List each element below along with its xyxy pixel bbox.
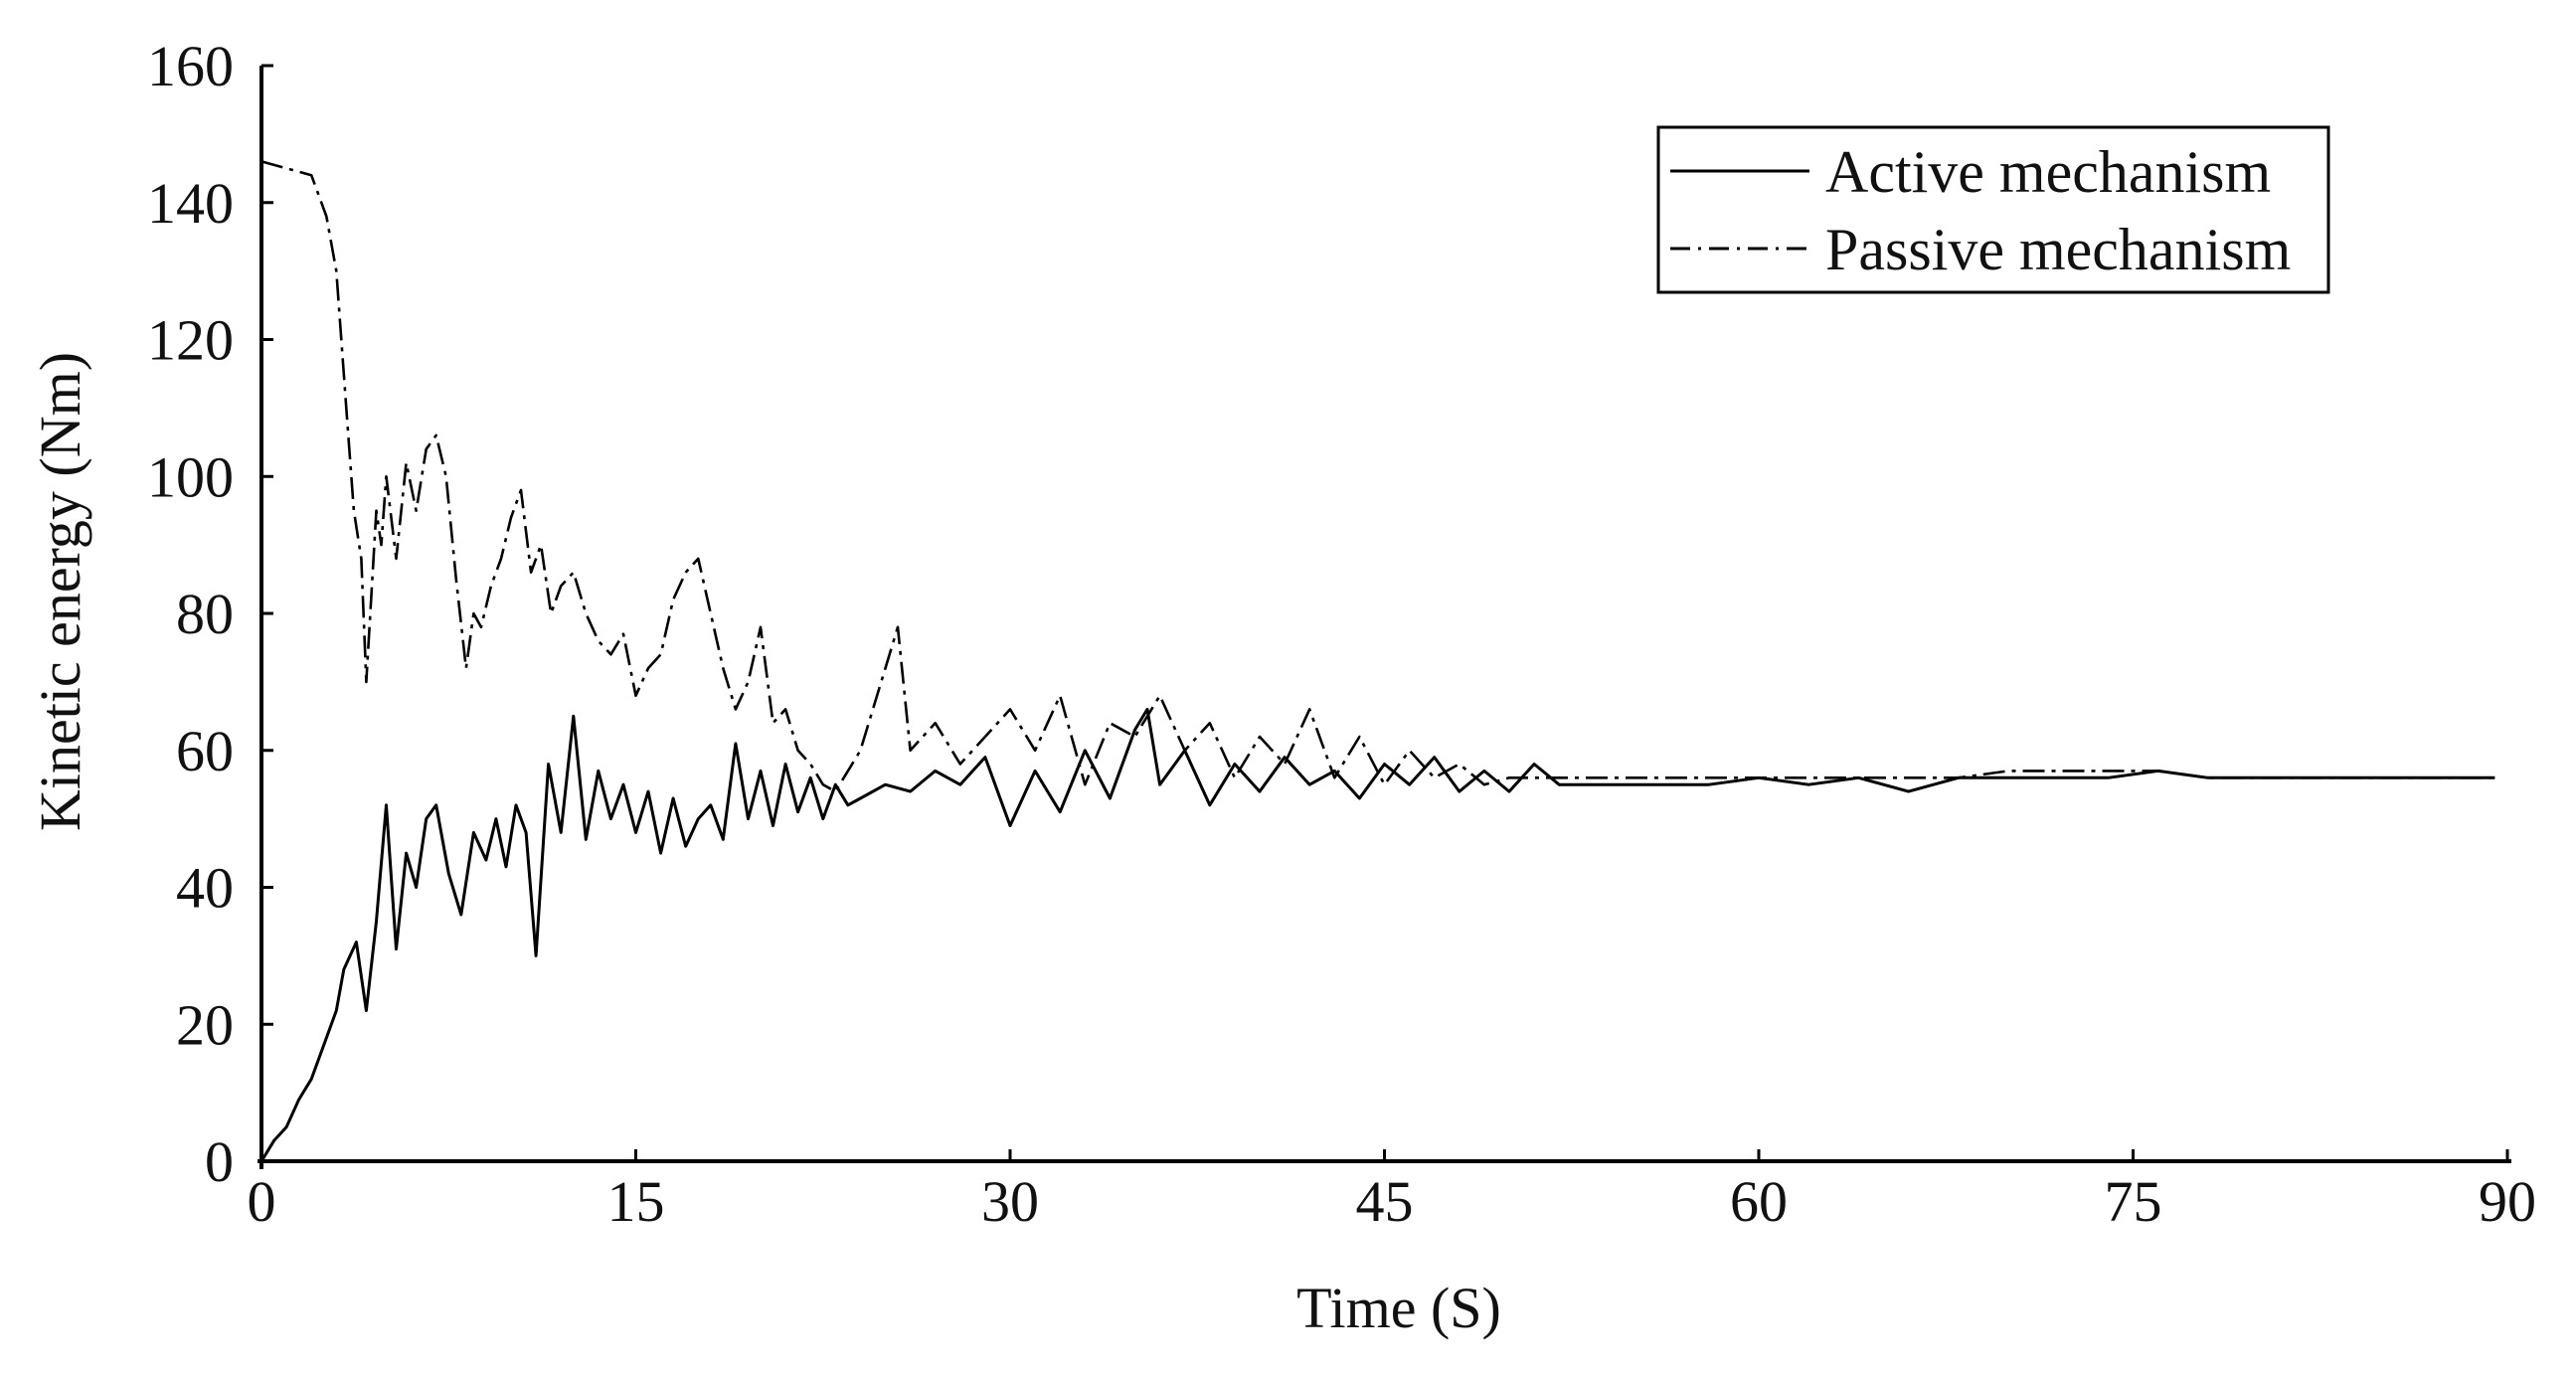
series-line-passive: [260, 160, 2495, 793]
legend-box: [1656, 125, 2330, 294]
x-tick-label: 45: [1356, 1169, 1414, 1234]
y-tick-label: 160: [147, 34, 234, 98]
x-tick-label: 0: [248, 1169, 276, 1234]
y-tick-label: 40: [176, 856, 234, 921]
y-axis-title: Kinetic energy (Nm): [28, 352, 92, 831]
x-ticks: 0 15 30 45 60 75 90: [248, 1149, 2536, 1234]
series-line-active: [259, 707, 2495, 1162]
y-tick-label: 140: [147, 171, 234, 236]
y-tick-label: 100: [147, 444, 234, 509]
x-tick-label: 30: [981, 1169, 1039, 1234]
legend: Active mechanism Passive mechanism: [1656, 125, 2330, 294]
y-tick-label: 120: [147, 308, 234, 373]
x-axis-title: Time (S): [1296, 1276, 1501, 1340]
legend-label-active: Active mechanism: [1825, 139, 2271, 205]
series-layer: [259, 160, 2495, 1162]
y-tick-label: 60: [176, 719, 234, 783]
legend-label-passive: Passive mechanism: [1825, 217, 2291, 282]
x-tick-label: 75: [2105, 1169, 2162, 1234]
x-tick-label: 15: [607, 1169, 665, 1234]
x-tick-label: 60: [1730, 1169, 1788, 1234]
x-tick-label: 90: [2479, 1169, 2536, 1234]
y-tick-label: 0: [205, 1129, 234, 1194]
y-tick-label: 20: [176, 992, 234, 1057]
y-tick-label: 80: [176, 582, 234, 646]
y-ticks: 0 20 40 60 80 100 120 140 160: [147, 34, 273, 1194]
